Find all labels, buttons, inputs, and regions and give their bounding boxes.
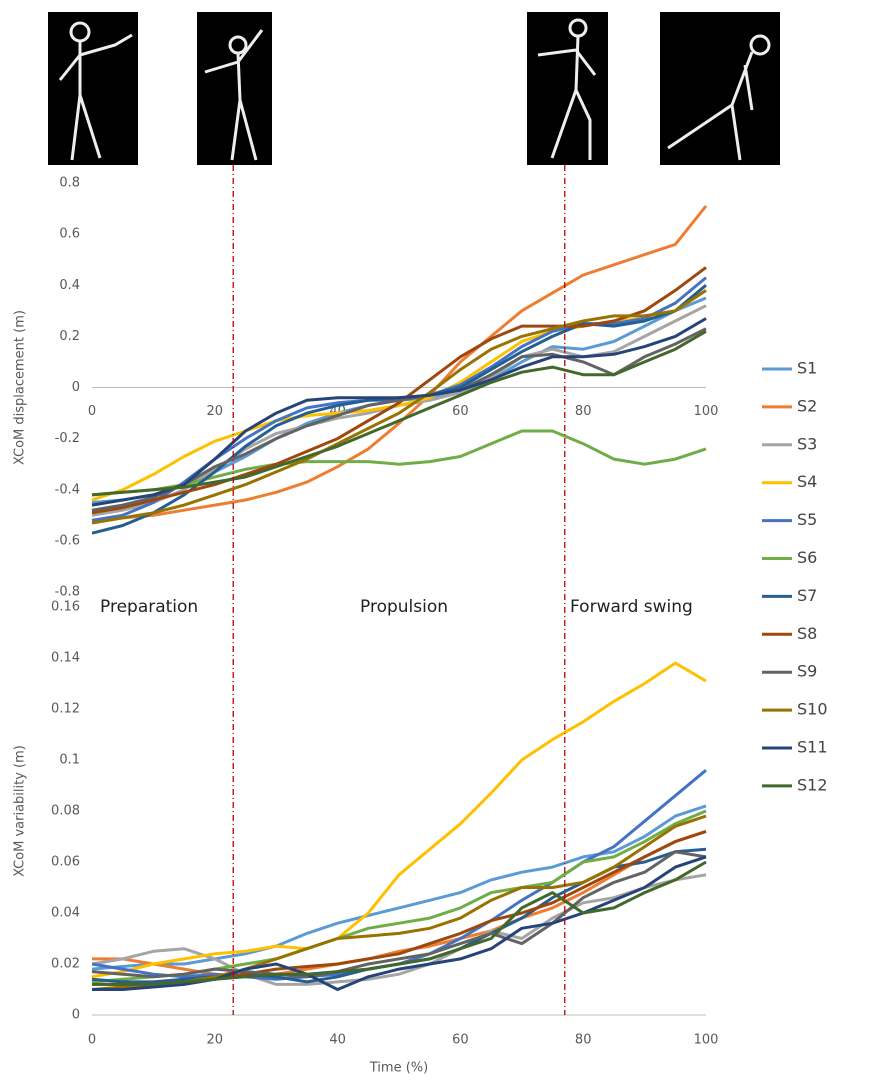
y-tick-label: -0.6: [55, 533, 80, 548]
phase-label: Forward swing: [570, 597, 693, 617]
x-tick-label: 60: [452, 1033, 469, 1048]
y-tick-label: 0.06: [51, 855, 80, 870]
legend-label: S2: [797, 396, 817, 415]
x-tick-label: 20: [207, 404, 224, 419]
series-line: [92, 267, 706, 512]
y-tick-label: -0.4: [55, 482, 80, 497]
phase-label: Propulsion: [360, 597, 448, 617]
x-tick-label: 0: [88, 404, 96, 419]
y-tick-label: 0.16: [51, 600, 80, 615]
legend-label: S5: [797, 510, 817, 529]
y-tick-label: 0.4: [59, 278, 80, 293]
x-tick-label: 40: [329, 1033, 346, 1048]
x-axis-label: Time (%): [369, 1061, 428, 1076]
y-tick-label: 0.12: [51, 702, 80, 717]
x-tick-label: 100: [694, 1033, 719, 1048]
legend-label: S7: [797, 586, 817, 605]
series-line: [92, 206, 706, 520]
x-tick-label: 0: [88, 1033, 96, 1048]
x-tick-label: 80: [575, 1033, 592, 1048]
series-line: [92, 663, 706, 977]
y-tick-label: -0.8: [55, 585, 80, 600]
series-line: [92, 849, 706, 982]
y-tick-label: 0.14: [51, 651, 80, 666]
legend-label: S10: [797, 700, 828, 719]
series-line: [92, 806, 706, 969]
x-tick-label: 20: [207, 1033, 224, 1048]
legend-label: S9: [797, 662, 817, 681]
skeleton-images: [48, 12, 780, 165]
x-tick-label: 80: [575, 404, 592, 419]
legend-label: S11: [797, 738, 828, 757]
y-tick-label: 0: [72, 1008, 80, 1023]
legend-label: S1: [797, 359, 817, 378]
y-tick-label: -0.2: [55, 431, 80, 446]
y-tick-label: 0.08: [51, 804, 80, 819]
x-tick-label: 60: [452, 404, 469, 419]
legend-label: S6: [797, 548, 817, 567]
y-tick-label: 0.04: [51, 906, 80, 921]
legend-label: S12: [797, 775, 828, 794]
y-tick-label: 0: [72, 380, 80, 395]
legend-label: S4: [797, 472, 817, 491]
x-tick-label: 100: [694, 404, 719, 419]
y-axis-label: XCoM variability (m): [13, 745, 28, 877]
legend-label: S3: [797, 434, 817, 453]
y-tick-label: 0.1: [59, 753, 80, 768]
phase-label: Preparation: [100, 597, 198, 617]
y-tick-label: 0.2: [59, 329, 80, 344]
y-tick-label: 0.02: [51, 957, 80, 972]
figure: 0.8 0.6 0.4 0.2 0 -0.2 -0.4 -0.6 -0.8 0 20 40 60 80 10…: [0, 0, 882, 1082]
y-tick-label: 0.6: [59, 227, 80, 242]
y-tick-label: 0.8: [59, 176, 80, 191]
y-axis-label: XCoM displacement (m): [13, 310, 28, 465]
legend-label: S8: [797, 624, 817, 643]
